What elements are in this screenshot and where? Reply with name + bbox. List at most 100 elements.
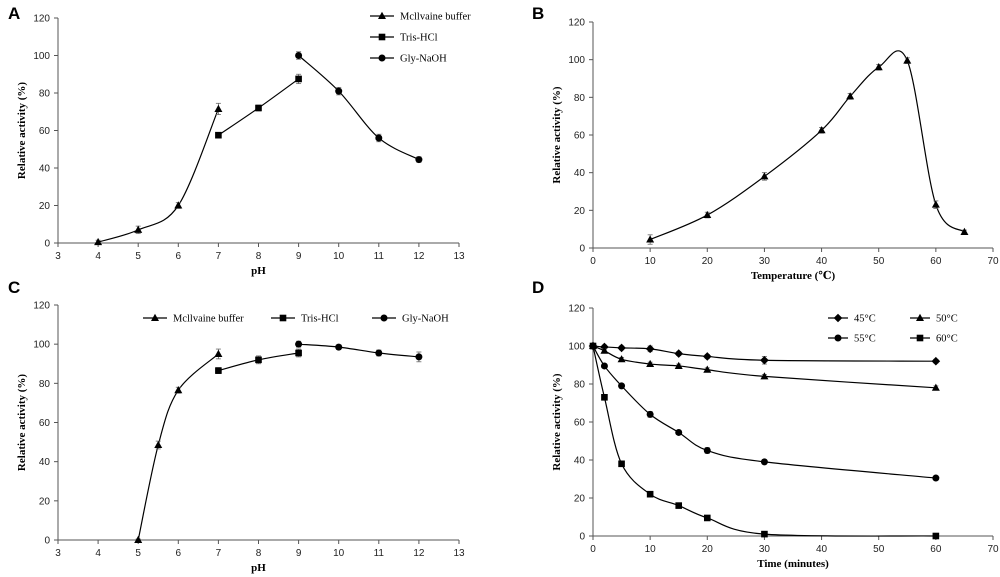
data-point xyxy=(761,530,768,538)
data-point xyxy=(335,87,343,95)
data-point xyxy=(295,340,303,348)
x-tick-label: 50 xyxy=(873,544,885,555)
y-tick-label: 40 xyxy=(574,456,586,467)
data-point xyxy=(675,502,683,509)
y-tick-label: 0 xyxy=(44,239,50,250)
y-axis-title: Relative activity (%) xyxy=(16,82,28,179)
legend-label: 55°C xyxy=(854,334,876,345)
data-point xyxy=(589,342,597,350)
series-gly-naoh xyxy=(295,340,423,363)
x-tick-label: 13 xyxy=(453,548,465,559)
x-tick-label: 3 xyxy=(55,548,61,559)
series-45-c xyxy=(588,341,941,366)
data-point xyxy=(760,372,769,380)
x-tick-label: 4 xyxy=(95,548,101,559)
data-point xyxy=(674,349,684,358)
data-point xyxy=(646,410,654,418)
x-tick-label: 30 xyxy=(759,256,771,267)
panel-d: D 0 20 40 60 80 100 120 0 10 20 30 40 50 60 70 Time (mi… xyxy=(532,278,999,570)
x-tick-label: 12 xyxy=(413,548,425,559)
legend-label: 60°C xyxy=(936,334,958,345)
series-mcllvaine-buffer xyxy=(94,102,223,246)
legend-label: 50°C xyxy=(936,314,958,325)
x-tick-label: 11 xyxy=(374,251,385,262)
panel-b: B 0 20 40 60 80 100 120 0 10 20 30 40 50 60 70 Temperat… xyxy=(532,4,999,282)
x-tick-label: 10 xyxy=(645,256,657,267)
legend-label: Tris-HCl xyxy=(301,314,339,325)
data-point xyxy=(600,346,609,354)
x-tick-label: 40 xyxy=(816,544,828,555)
series-line xyxy=(298,343,419,358)
y-tick-label: 40 xyxy=(39,164,51,175)
data-point xyxy=(874,63,883,71)
legend-marker xyxy=(378,54,386,62)
data-point xyxy=(903,56,912,64)
x-tick-label: 10 xyxy=(645,544,657,555)
panel-letter-a: A xyxy=(8,4,20,23)
x-tick-label: 3 xyxy=(55,251,61,262)
x-tick-label: 20 xyxy=(702,256,714,267)
data-point xyxy=(931,356,941,366)
data-point xyxy=(703,514,711,522)
x-tick-label: 11 xyxy=(374,548,385,559)
y-tick-label: 20 xyxy=(574,206,586,217)
y-tick-label: 100 xyxy=(568,342,585,353)
legend-label: Mcllvaine buffer xyxy=(400,12,471,23)
legend-marker xyxy=(279,314,287,322)
y-tick-label: 60 xyxy=(574,418,586,429)
data-point xyxy=(932,474,940,482)
data-point xyxy=(295,52,303,59)
x-tick-label: 60 xyxy=(930,256,942,267)
x-tick-label: 5 xyxy=(135,548,141,559)
legend-marker xyxy=(834,334,842,342)
x-tick-label: 10 xyxy=(333,251,345,262)
x-tick-label: 0 xyxy=(590,256,596,267)
y-tick-label: 120 xyxy=(568,18,585,29)
x-tick-label: 8 xyxy=(256,548,262,559)
data-point xyxy=(214,104,223,112)
legend: 45°C 50°C 55°C 60°C xyxy=(828,314,958,345)
data-point xyxy=(760,172,769,180)
data-point xyxy=(134,225,143,233)
y-tick-label: 0 xyxy=(579,532,585,543)
y-tick-label: 80 xyxy=(39,379,51,390)
data-point xyxy=(134,535,143,543)
legend-label: Tris-HCl xyxy=(400,33,438,44)
series-line xyxy=(97,108,219,243)
series-tris-hcl xyxy=(215,73,302,139)
data-point xyxy=(760,355,769,365)
data-point xyxy=(617,343,626,353)
panel-letter-d: D xyxy=(532,278,544,297)
data-point xyxy=(295,349,302,357)
data-point xyxy=(702,352,712,361)
data-point xyxy=(214,349,223,357)
y-tick-label: 40 xyxy=(574,168,586,179)
x-axis-title: Time (minutes) xyxy=(757,558,829,570)
data-point xyxy=(645,344,655,354)
y-axis-title: Relative activity (%) xyxy=(551,86,563,183)
series-line xyxy=(592,345,936,389)
x-tick-label: 60 xyxy=(930,544,942,555)
legend-marker xyxy=(378,11,386,19)
x-tick-label: 9 xyxy=(296,548,302,559)
y-tick-label: 20 xyxy=(574,494,586,505)
x-tick-label: 0 xyxy=(590,544,596,555)
y-tick-label: 0 xyxy=(44,536,50,547)
data-point xyxy=(931,200,940,208)
x-tick-label: 40 xyxy=(816,256,828,267)
y-tick-label: 20 xyxy=(39,496,51,507)
data-point xyxy=(415,156,423,164)
data-point xyxy=(255,356,262,364)
y-tick-label: 0 xyxy=(579,244,585,255)
y-tick-label: 80 xyxy=(574,93,586,104)
y-axis-title: Relative activity (%) xyxy=(16,374,28,471)
x-tick-label: 7 xyxy=(216,548,222,559)
panel-letter-b: B xyxy=(532,4,544,23)
x-axis-title: pH xyxy=(251,562,266,574)
legend-label: Gly-NaOH xyxy=(400,54,447,65)
series-series xyxy=(646,50,969,245)
y-tick-label: 20 xyxy=(39,201,51,212)
y-tick-label: 60 xyxy=(39,418,51,429)
data-point xyxy=(375,349,383,357)
